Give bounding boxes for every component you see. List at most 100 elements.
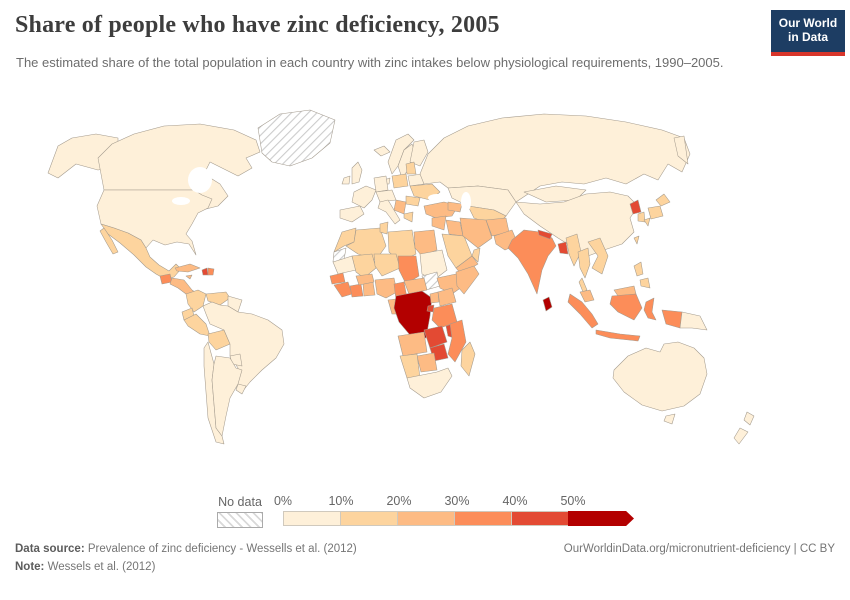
- country-ireland[interactable]: Ireland: 0-10%: [341, 175, 351, 185]
- country-bolivia[interactable]: Bolivia: 10-20%: [207, 329, 231, 351]
- country-south-africa[interactable]: South Africa: 0-10%: [406, 367, 453, 399]
- country-somalia[interactable]: Somalia: 20-30%: [455, 265, 480, 295]
- world-choropleth-map: United States: 0-10% Canada: 0-10% Green…: [0, 98, 850, 490]
- country-tasmania[interactable]: Australia: 0-10%: [663, 413, 676, 425]
- country-balkans[interactable]: Balkans: 20-30%: [393, 199, 407, 215]
- country-central-europe[interactable]: Central Europe: 0-10%: [375, 189, 397, 203]
- country-dr-congo[interactable]: DR Congo: 50%+: [393, 290, 433, 339]
- country-iran[interactable]: Iran: 20-30%: [459, 217, 493, 249]
- country-syria[interactable]: Syria: 20-30%: [431, 215, 447, 231]
- data-source-text[interactable]: Prevalence of zinc deficiency - Wessells…: [87, 543, 357, 555]
- country-cuba[interactable]: Cuba: 20-30%: [174, 263, 201, 273]
- country-haiti[interactable]: Haiti: 40-50%: [201, 267, 209, 276]
- country-russia-kamchatka[interactable]: Russia: 0-10%: [673, 135, 689, 165]
- country-japan-hokkaido[interactable]: Japan: 10-20%: [655, 193, 671, 207]
- country-bangladesh[interactable]: Bangladesh: 40-50%: [557, 241, 569, 255]
- country-romania[interactable]: Romania: 10-20%: [405, 195, 421, 207]
- country-norway[interactable]: Norway: 0-10%: [387, 133, 415, 175]
- country-greenland[interactable]: Greenland: No data: [257, 109, 336, 167]
- country-cote-divoire[interactable]: Cote d'Ivoire: 30-40%: [349, 283, 364, 298]
- country-india[interactable]: India: 30-40%: [507, 229, 557, 295]
- country-jamaica[interactable]: Jamaica: 20-30%: [185, 274, 193, 280]
- country-poland[interactable]: Poland: 10-20%: [391, 173, 409, 189]
- legend-tick-10: 10%: [328, 494, 354, 508]
- country-thailand[interactable]: Thailand: 10-20%: [577, 247, 591, 279]
- country-united-kingdom[interactable]: United Kingdom: 0-10%: [351, 161, 363, 185]
- legend-bin-10-20[interactable]: [340, 511, 398, 526]
- country-mexico[interactable]: Mexico: 10-20%: [100, 223, 182, 280]
- country-papua-new-guinea[interactable]: Papua New Guinea: 0-10%: [679, 311, 708, 331]
- country-senegal[interactable]: Senegal: 30-40%: [329, 272, 346, 285]
- country-oman[interactable]: Oman: 10-20%: [471, 247, 481, 263]
- country-rwanda[interactable]: Rwanda: 40-50%: [426, 304, 435, 313]
- country-indonesia-borneo[interactable]: Indonesia: 30-40%: [609, 293, 643, 321]
- country-tunisia[interactable]: Tunisia: 10-20%: [379, 221, 389, 235]
- country-nepal[interactable]: Nepal: 40-50%: [537, 229, 553, 240]
- country-philippines-luzon[interactable]: Philippines: 10-20%: [633, 261, 644, 277]
- country-namibia[interactable]: Namibia: 10-20%: [399, 353, 421, 379]
- country-brazil[interactable]: Brazil: 0-10%: [202, 301, 285, 393]
- country-north-korea[interactable]: North Korea: 40-50%: [629, 199, 642, 215]
- country-spain[interactable]: Spain: 0-10%: [339, 205, 365, 223]
- country-dominican-republic[interactable]: Dominican Republic: 30-40%: [207, 267, 215, 276]
- country-philippines-mindanao[interactable]: Philippines: 10-20%: [639, 277, 651, 289]
- country-malaysia-peninsula[interactable]: Malaysia: 20-30%: [579, 289, 595, 303]
- country-new-zealand-north[interactable]: New Zealand: 0-10%: [743, 411, 755, 426]
- country-niger[interactable]: Niger: 10-20%: [373, 253, 401, 277]
- country-botswana[interactable]: Botswana: 20-30%: [416, 352, 438, 373]
- legend-bin-50[interactable]: [568, 511, 634, 526]
- country-mali[interactable]: Mali: 10-20%: [351, 253, 377, 279]
- legend-bin-40-50[interactable]: [511, 511, 569, 526]
- legend-bin-0-10[interactable]: [283, 511, 341, 526]
- country-indonesia-sumatra[interactable]: Indonesia: 30-40%: [567, 293, 599, 329]
- country-central-african-republic[interactable]: Central African Republic: 20-30%: [403, 277, 428, 295]
- country-guinea[interactable]: Guinea: 30-40%: [333, 281, 353, 298]
- country-myanmar[interactable]: Myanmar: 10-20%: [565, 233, 582, 267]
- country-caucasus[interactable]: Caucasus: 20-30%: [447, 201, 463, 213]
- country-baltic-states[interactable]: Baltic States: 10-20%: [405, 161, 417, 175]
- country-sri-lanka[interactable]: Sri Lanka: 50%+: [542, 296, 553, 312]
- country-indonesia-papua[interactable]: Indonesia: 30-40%: [661, 309, 683, 329]
- country-south-korea[interactable]: South Korea: 10-20%: [637, 211, 646, 223]
- country-iceland[interactable]: Iceland: 0-10%: [373, 145, 391, 157]
- country-japan-kyushu[interactable]: Japan: 10-20%: [643, 217, 651, 227]
- country-mozambique[interactable]: Mozambique: 30-40%: [447, 319, 467, 363]
- data-source-line: Data source: Prevalence of zinc deficien…: [15, 543, 357, 555]
- country-finland[interactable]: Finland: 0-10%: [409, 139, 429, 167]
- legend-bar: [283, 511, 639, 526]
- legend-no-data-swatch[interactable]: [217, 512, 263, 528]
- country-thailand-peninsula[interactable]: Thailand: 10-20%: [578, 277, 588, 293]
- country-kenya[interactable]: Kenya: 20-30%: [437, 287, 457, 307]
- country-madagascar[interactable]: Madagascar: 10-20%: [460, 341, 476, 377]
- country-burkina-faso[interactable]: Burkina Faso: 20-30%: [355, 273, 375, 286]
- country-mongolia[interactable]: Mongolia: 0-10%: [523, 185, 587, 203]
- country-france[interactable]: France: 0-10%: [351, 185, 377, 209]
- country-vietnam[interactable]: Vietnam: 10-20%: [587, 237, 609, 275]
- country-canada[interactable]: Canada: 0-10%: [97, 123, 261, 211]
- country-sudan[interactable]: Sudan: 0-10%: [419, 249, 448, 281]
- country-nigeria[interactable]: Nigeria: 20-30%: [374, 277, 398, 299]
- country-mexico-baja[interactable]: Mexico: 10-20%: [99, 227, 119, 255]
- country-colombia[interactable]: Colombia: 10-20%: [185, 289, 207, 313]
- legend-bin-20-30[interactable]: [397, 511, 455, 526]
- country-australia[interactable]: Australia: 0-10%: [612, 341, 708, 412]
- country-new-zealand-south[interactable]: New Zealand: 0-10%: [733, 427, 749, 445]
- country-indonesia-java[interactable]: Indonesia: 30-40%: [595, 329, 641, 342]
- country-germany[interactable]: Germany: 0-10%: [373, 175, 389, 193]
- country-iraq[interactable]: Iraq: 20-30%: [445, 219, 464, 237]
- country-indonesia-sulawesi[interactable]: Indonesia: 30-40%: [643, 297, 657, 321]
- country-argentina[interactable]: Argentina: 0-10%: [211, 355, 243, 437]
- country-guatemala[interactable]: Guatemala: 30-40%: [159, 273, 173, 285]
- country-italy[interactable]: Italy: 0-10%: [377, 199, 401, 225]
- country-angola[interactable]: Angola: 20-30%: [397, 331, 428, 357]
- country-zambia[interactable]: Zambia: 40-50%: [423, 325, 448, 349]
- country-uruguay[interactable]: Uruguay: 0-10%: [235, 383, 247, 395]
- country-greece[interactable]: Greece: 10-20%: [403, 211, 414, 223]
- legend-bin-30-40[interactable]: [454, 511, 512, 526]
- country-morocco[interactable]: Morocco: 10-20%: [333, 227, 357, 253]
- country-japan-honshu[interactable]: Japan: 10-20%: [647, 205, 664, 220]
- owid-logo[interactable]: Our World in Data: [771, 10, 845, 56]
- country-uganda[interactable]: Uganda: 20-30%: [429, 291, 440, 304]
- country-taiwan[interactable]: Taiwan: 10-20%: [633, 235, 640, 245]
- footer-citation[interactable]: OurWorldinData.org/micronutrient-deficie…: [563, 543, 835, 555]
